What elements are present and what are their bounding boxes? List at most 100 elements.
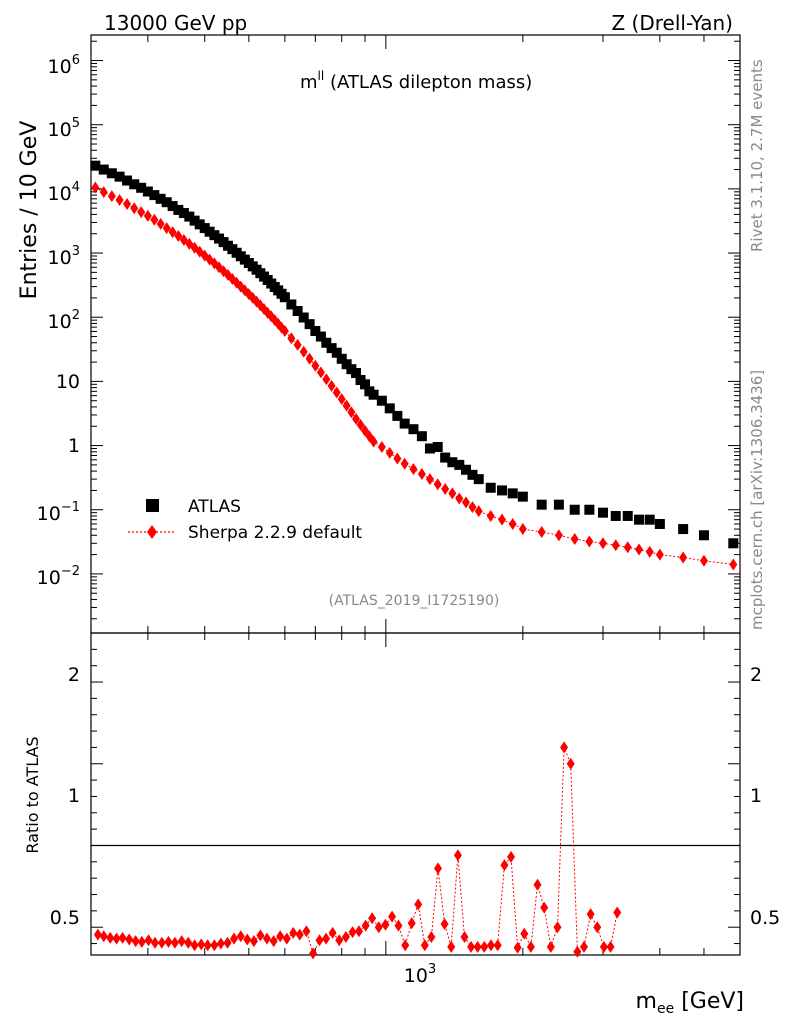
sherpa-point — [448, 487, 457, 500]
atlas-point — [460, 464, 471, 475]
ratio-point — [230, 932, 239, 945]
atlas-point — [584, 504, 595, 515]
main-panel-frame — [90, 34, 741, 634]
atlas-point — [304, 319, 315, 330]
ratio-point — [328, 926, 337, 939]
header-right: Z (Drell-Yan) — [611, 11, 733, 35]
atlas-point — [194, 219, 205, 230]
ratio-point — [203, 939, 212, 952]
ratio-point — [493, 939, 502, 952]
sherpa-point — [486, 509, 495, 522]
atlas-point — [728, 538, 739, 549]
ratio-point — [407, 917, 416, 930]
ratio-point — [374, 921, 383, 934]
ratio-point — [414, 898, 423, 911]
sherpa-point — [280, 324, 289, 337]
ratio-point — [157, 936, 166, 949]
atlas-point — [497, 485, 508, 496]
ytick-1e-1: 10−1 — [37, 500, 80, 525]
sherpa-point — [179, 233, 188, 246]
ratio-point — [467, 940, 476, 953]
ratio-point — [401, 939, 410, 952]
mcplots-label: mcplots.cern.ch [arXiv:1306.3436] — [748, 370, 766, 630]
atlas-point — [178, 208, 189, 219]
sherpa-point — [508, 517, 517, 530]
ytick-1e5: 105 — [48, 116, 80, 141]
ratio-point — [269, 935, 278, 948]
atlas-point — [678, 524, 689, 535]
atlas-point — [634, 514, 645, 525]
sherpa-point — [137, 206, 146, 219]
ratio-point — [184, 936, 193, 949]
ratio-point — [573, 945, 582, 958]
atlas-point — [622, 510, 633, 521]
ratio-point — [137, 935, 146, 948]
sherpa-point — [293, 338, 302, 351]
ratio-point — [553, 921, 562, 934]
atlas-point — [279, 292, 290, 303]
atlas-point — [149, 190, 160, 201]
sherpa-point — [729, 558, 738, 571]
atlas-point — [114, 171, 125, 182]
atlas-point — [368, 389, 379, 400]
atlas-point — [597, 507, 608, 518]
ratio-point — [341, 931, 350, 944]
ratio-point — [520, 927, 529, 940]
sherpa-point — [311, 359, 320, 372]
ratio-point — [131, 935, 140, 948]
ratio-point — [368, 912, 377, 925]
atlas-point — [399, 418, 410, 429]
sherpa-point — [130, 202, 139, 215]
atlas-point — [189, 215, 200, 226]
ratio-point — [170, 936, 179, 949]
atlas-point — [161, 197, 172, 208]
axis-ticks — [91, 35, 741, 955]
sherpa-point — [305, 352, 314, 365]
atlas-point — [142, 186, 153, 197]
atlas-point — [392, 410, 403, 421]
atlas-point — [98, 164, 109, 175]
ratio-point — [348, 926, 357, 939]
atlas-point — [536, 499, 547, 510]
sherpa-point — [655, 548, 664, 561]
atlas-point — [553, 499, 564, 510]
ratio-point — [546, 940, 555, 953]
atlas-point — [321, 337, 332, 348]
sherpa-point — [316, 366, 325, 379]
ratio-plot-marks — [91, 741, 740, 960]
atlas-point — [376, 395, 387, 406]
main-y-axis-label: Entries / 10 GeV — [17, 121, 42, 300]
analysis-id: (ATLAS_2019_I1725190) — [329, 593, 500, 609]
ratio-point — [295, 928, 304, 941]
atlas-point — [507, 488, 518, 499]
sherpa-point — [455, 492, 464, 505]
ratio-point — [513, 941, 522, 954]
sherpa-point — [342, 399, 351, 412]
sherpa-point — [162, 222, 171, 235]
atlas-point — [517, 491, 528, 502]
ratio-point — [599, 940, 608, 953]
ytick-1e-2: 10−2 — [37, 564, 80, 589]
atlas-point — [654, 518, 665, 529]
legend-atlas-marker — [146, 499, 159, 512]
ratio-point — [322, 932, 331, 945]
atlas-point — [106, 168, 117, 179]
ratio-point — [164, 935, 173, 948]
atlas-point — [360, 379, 371, 390]
sherpa-point — [299, 345, 308, 358]
sherpa-point — [433, 478, 442, 491]
atlas-point — [454, 459, 465, 470]
atlas-point — [416, 431, 427, 442]
sherpa-point — [598, 537, 607, 550]
ratio-ytick-2-left: 2 — [68, 664, 80, 686]
ratio-point — [566, 757, 575, 770]
ratio-point — [118, 931, 127, 944]
ratio-point — [586, 908, 595, 921]
sherpa-point — [468, 501, 477, 514]
ratio-point — [361, 919, 370, 932]
ratio-point — [256, 929, 265, 942]
ratio-point — [236, 930, 245, 943]
sherpa-point — [322, 373, 331, 386]
ratio-point — [210, 939, 219, 952]
